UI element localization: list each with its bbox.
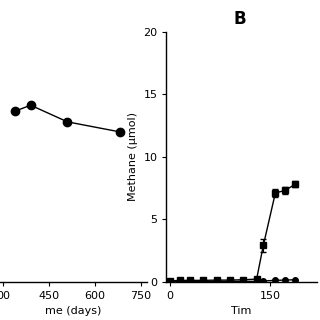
Text: B: B: [234, 10, 246, 28]
X-axis label: Tim: Tim: [231, 306, 252, 316]
X-axis label: me (days): me (days): [45, 306, 102, 316]
Y-axis label: Methane (μmol): Methane (μmol): [128, 112, 138, 201]
